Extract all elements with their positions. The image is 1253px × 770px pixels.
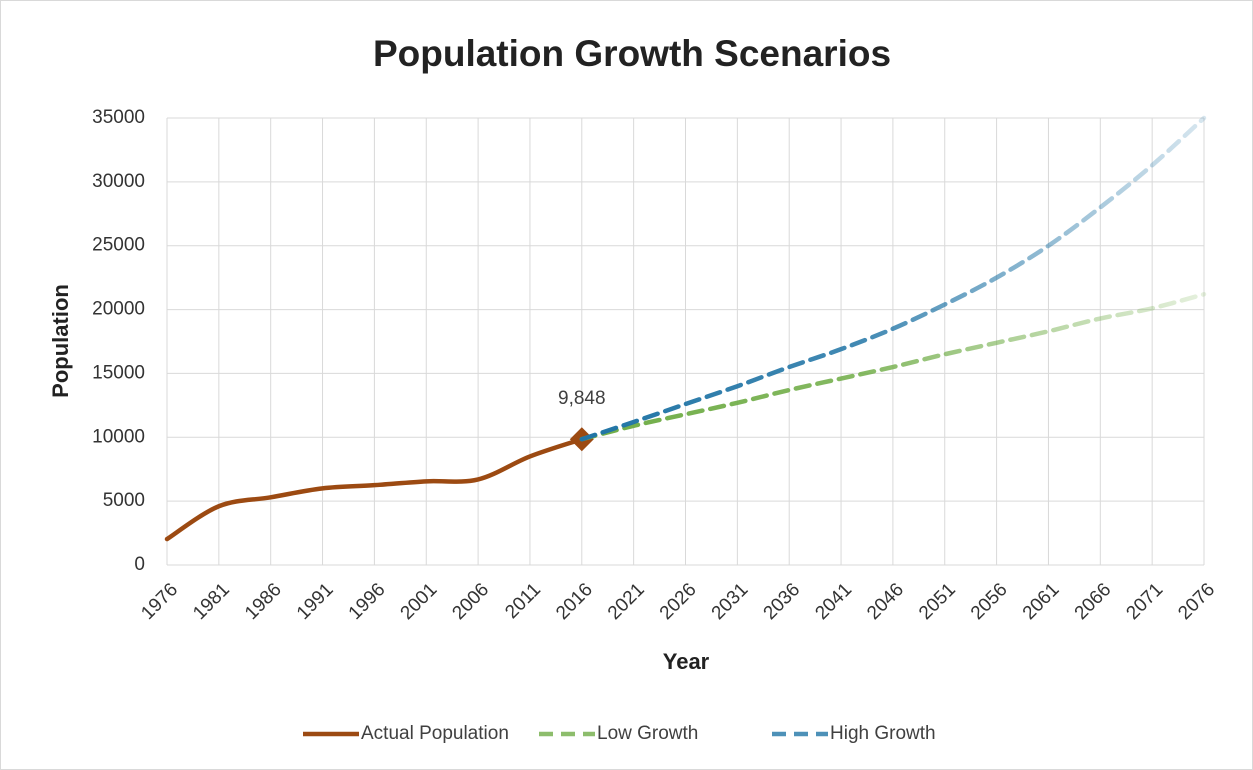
y-tick-label: 20000	[92, 299, 145, 320]
y-tick-label: 15000	[92, 362, 145, 383]
y-axis-label: Population	[48, 284, 73, 398]
legend-label: High Growth	[830, 723, 936, 744]
y-tick-label: 10000	[92, 426, 145, 447]
series-line	[579, 115, 1207, 442]
y-tick-label: 25000	[92, 235, 145, 256]
y-tick-label: 30000	[92, 171, 145, 192]
y-tick-label: 35000	[92, 107, 145, 128]
legend-label: Low Growth	[597, 723, 698, 744]
series-line	[164, 436, 585, 542]
legend-label: Actual Population	[361, 723, 509, 744]
chart-title: Population Growth Scenarios	[373, 33, 891, 74]
y-tick-label: 5000	[103, 490, 145, 511]
data-label: 9,848	[558, 388, 606, 409]
x-axis-label: Year	[663, 649, 710, 674]
y-tick-label: 0	[134, 554, 145, 575]
series-line	[579, 291, 1207, 442]
